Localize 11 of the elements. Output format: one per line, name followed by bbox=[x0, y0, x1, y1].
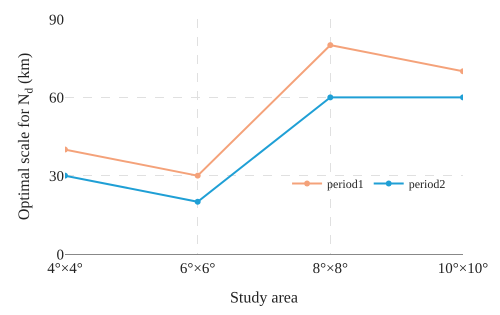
y-tick-label: 60 bbox=[49, 90, 64, 107]
legend-label: period2 bbox=[408, 177, 446, 192]
x-tick-label: 4°×4° bbox=[47, 261, 83, 277]
y-tick-label: 0 bbox=[56, 247, 64, 264]
legend-label: period1 bbox=[327, 177, 364, 192]
x-tick-label: 10°×10° bbox=[438, 261, 488, 277]
x-axis-title: Study area bbox=[230, 290, 298, 307]
x-tick-label: 6°×6° bbox=[180, 261, 216, 277]
y-tick-label: 30 bbox=[49, 168, 64, 185]
x-tick-label: 8°×8° bbox=[312, 261, 348, 277]
y-tick-label: 90 bbox=[49, 12, 64, 28]
